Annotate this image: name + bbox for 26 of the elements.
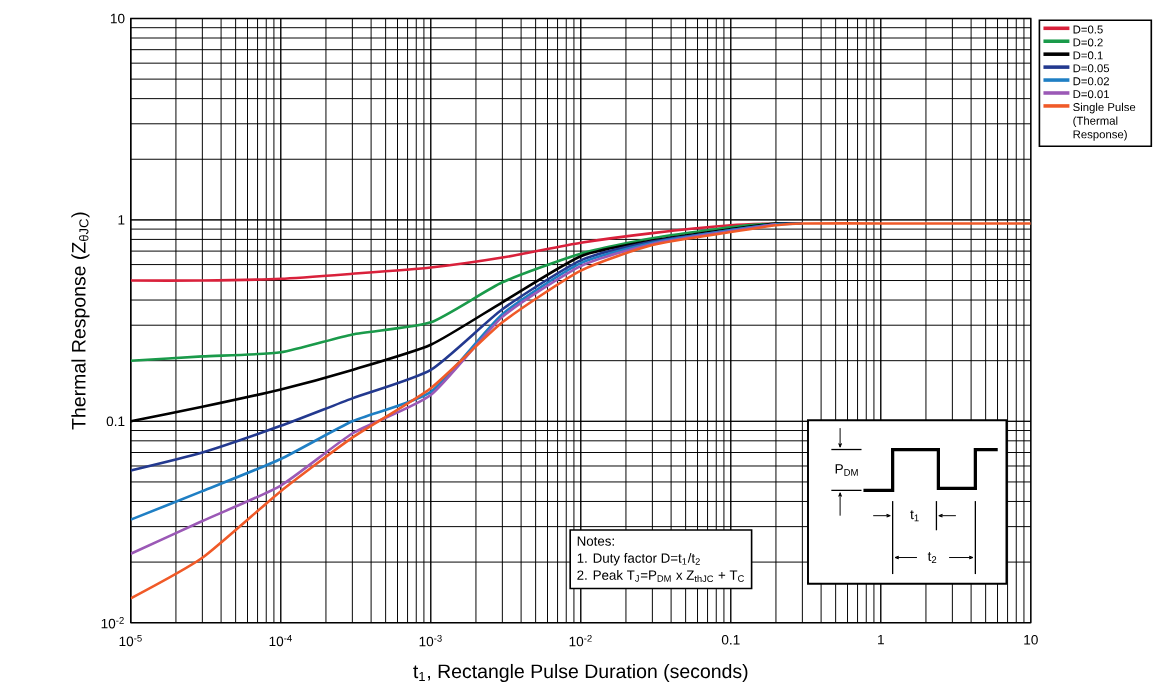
annotation: t$_{1}$ bbox=[910, 510, 919, 522]
y-axis-title: Thermal Response (Z$_{θJC}$) bbox=[71, 212, 90, 430]
x-tick-label: 10$^{-5}$ bbox=[119, 635, 142, 647]
x-tick-label: 10$^{-3}$ bbox=[419, 635, 442, 647]
y-tick-label: 10 bbox=[110, 13, 125, 24]
legend-label: D=0.01 bbox=[1073, 90, 1109, 99]
legend-label: D=0.1 bbox=[1073, 51, 1103, 60]
x-tick-label: 10 bbox=[1024, 635, 1038, 645]
x-tick-label: 0.1 bbox=[721, 635, 740, 645]
annotation: Notes: bbox=[577, 536, 614, 546]
x-tick-label: 1 bbox=[878, 635, 884, 645]
legend-label: Single Pulse (Thermal Response) bbox=[1073, 103, 1136, 141]
annotation: 2. Peak T$_{J}$=P$_{DM}$ x Z$_{thJC}$ + T$_{C}$ bbox=[577, 570, 744, 583]
legend-label: D=0.02 bbox=[1073, 77, 1109, 86]
x-axis-title: t$_{1}$, Rectangle Pulse Duration (seconds) bbox=[413, 664, 748, 683]
y-tick-label: 10$^{-2}$ bbox=[101, 617, 124, 629]
y-tick-label: 0.1 bbox=[106, 416, 125, 427]
x-tick-label: 10$^{-4}$ bbox=[269, 635, 292, 647]
legend-label: D=0.2 bbox=[1073, 38, 1103, 47]
annotation: t$_{2}$ bbox=[927, 552, 937, 564]
x-tick-label: 10$^{-2}$ bbox=[569, 635, 592, 647]
legend-label: D=0.05 bbox=[1073, 64, 1110, 73]
annotation: P$_{DM}$ bbox=[835, 464, 858, 476]
annotation: 1. Duty factor D=t$_{1}$/t$_{2}$ bbox=[577, 553, 700, 566]
legend-label: D=0.5 bbox=[1073, 25, 1103, 34]
y-tick-label: 1 bbox=[118, 215, 125, 225]
